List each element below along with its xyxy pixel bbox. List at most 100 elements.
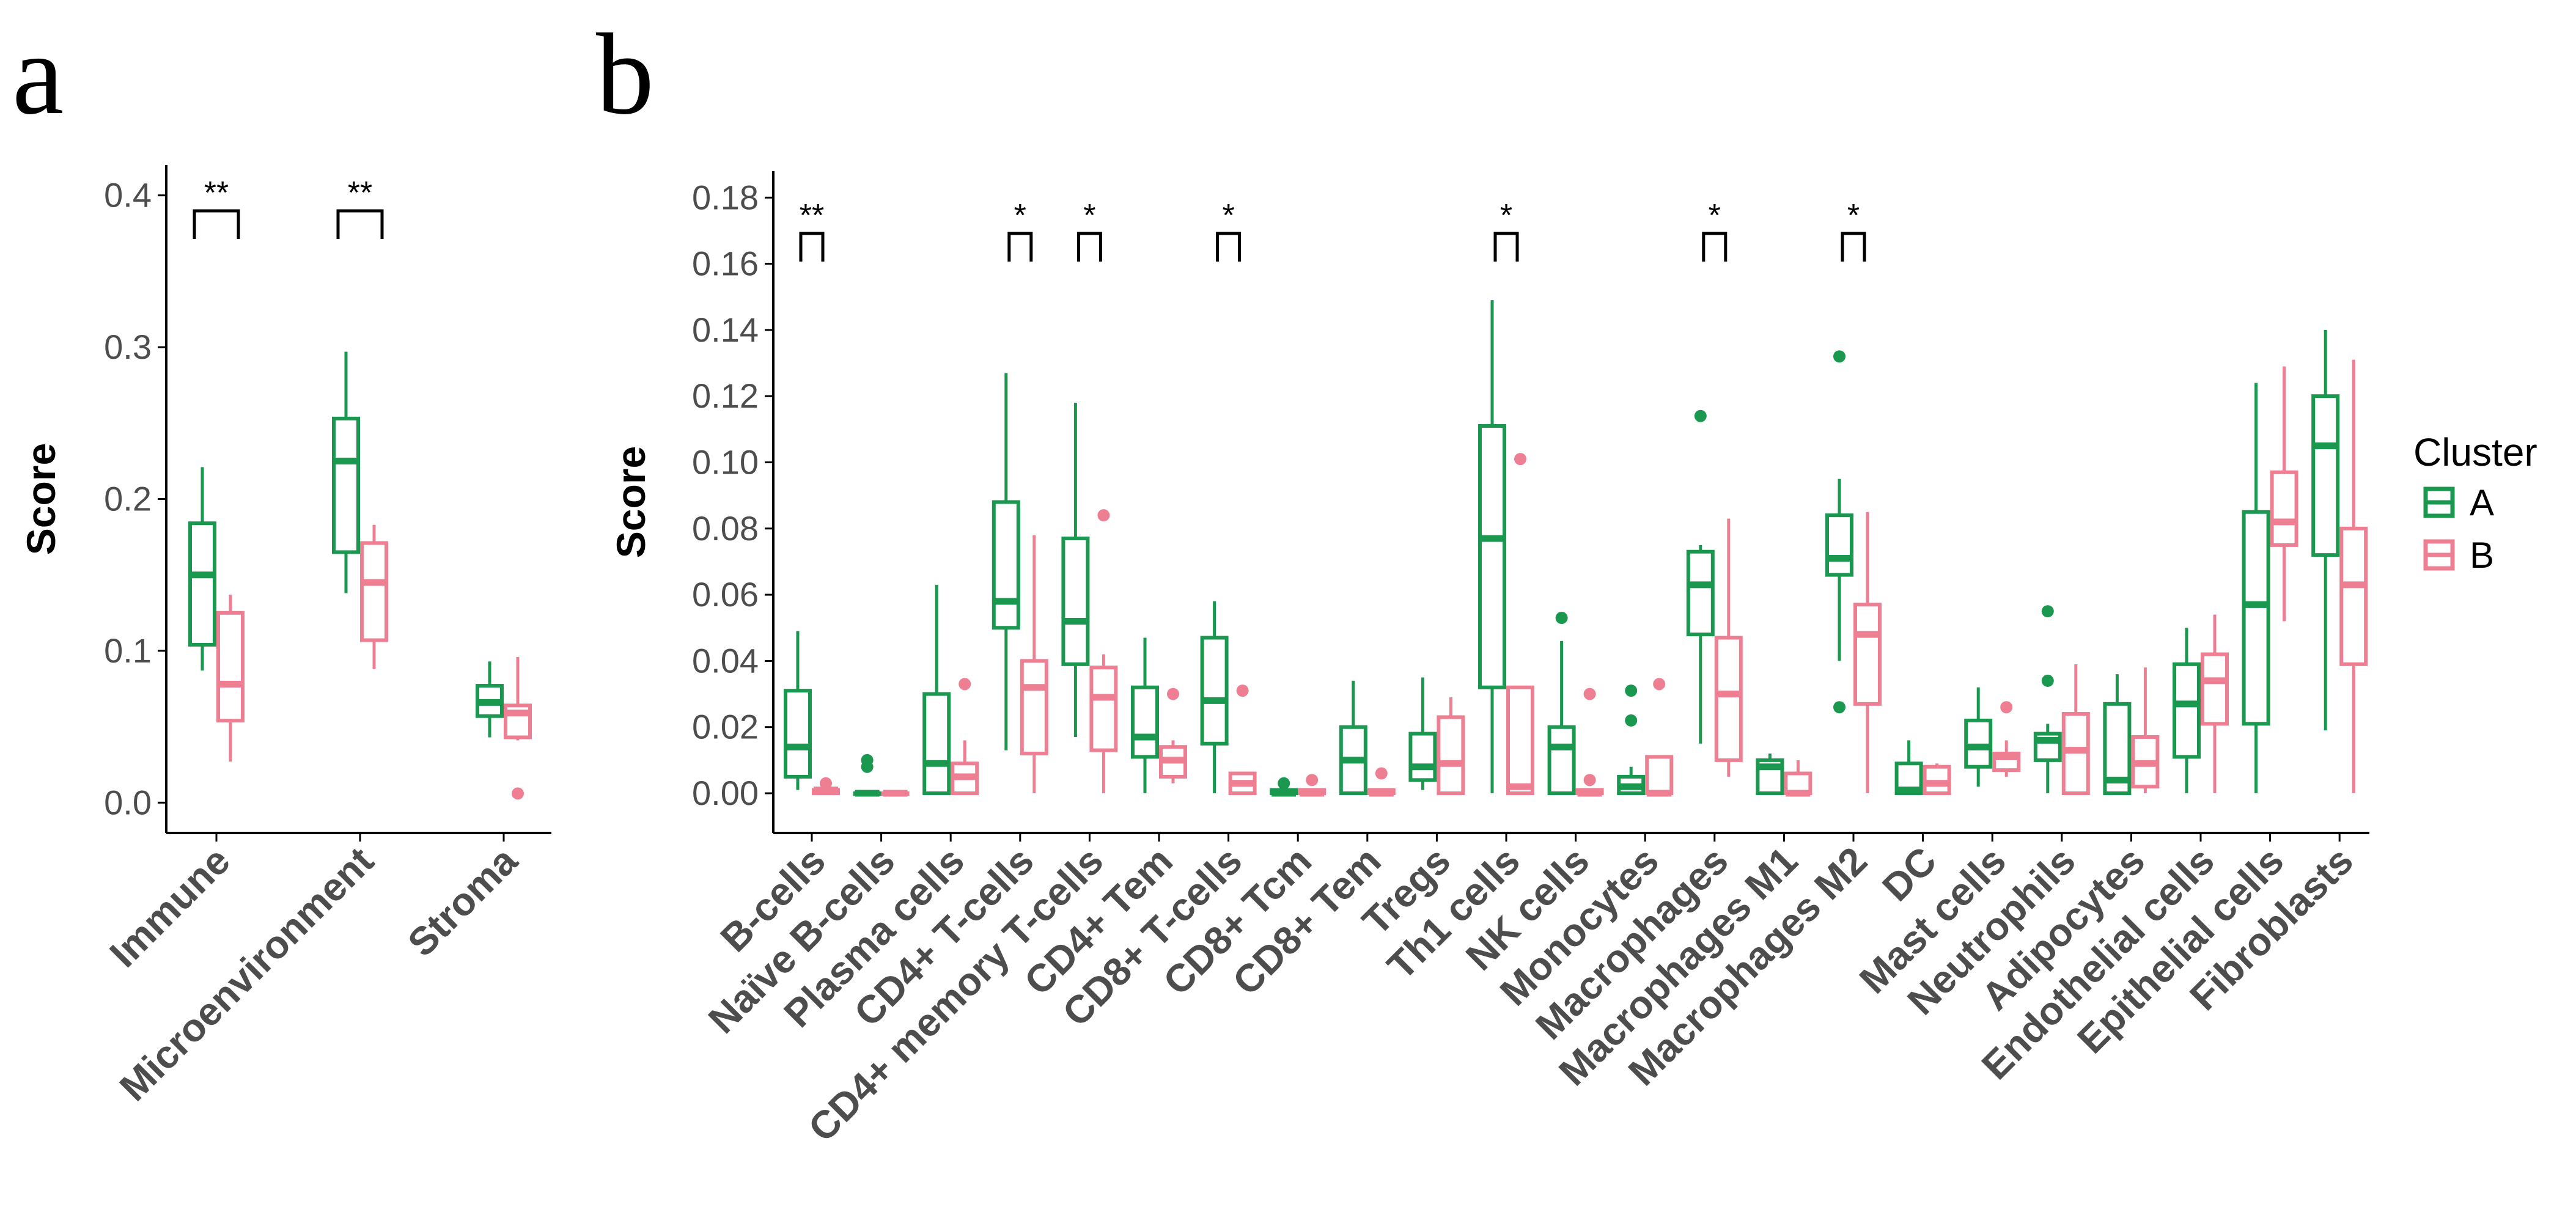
outlier-point bbox=[1583, 774, 1596, 787]
box-b bbox=[1298, 774, 1327, 797]
outlier-point bbox=[2000, 701, 2013, 714]
box-a bbox=[188, 467, 216, 671]
outlier-point bbox=[1833, 350, 1846, 363]
box-body bbox=[2311, 394, 2340, 557]
box-b bbox=[1437, 697, 1465, 796]
significance-bracket bbox=[799, 232, 825, 262]
box-b bbox=[1089, 509, 1118, 794]
box-b bbox=[1020, 535, 1048, 794]
outlier-point bbox=[1375, 767, 1388, 780]
significance-label: ** bbox=[800, 198, 824, 233]
box-body bbox=[2242, 510, 2270, 726]
box-b bbox=[812, 777, 840, 796]
box-body bbox=[922, 692, 951, 796]
panel-a-chart: 0.00.10.20.30.4ScoreImmune**Microenviron… bbox=[18, 165, 551, 1109]
box-body bbox=[1825, 513, 1853, 577]
box-body bbox=[1131, 685, 1159, 759]
box-a bbox=[992, 373, 1020, 750]
box-a bbox=[1825, 350, 1853, 714]
box-a bbox=[922, 584, 951, 796]
box-body bbox=[1506, 685, 1534, 796]
significance-marker: * bbox=[1493, 198, 1519, 262]
box-body bbox=[2173, 662, 2201, 759]
box-a bbox=[1131, 637, 1159, 794]
box-a bbox=[853, 754, 881, 797]
significance-bracket bbox=[1216, 232, 1242, 262]
significance-label: * bbox=[1709, 198, 1721, 233]
box-a bbox=[476, 661, 504, 738]
outlier-point bbox=[1694, 409, 1707, 422]
significance-marker: * bbox=[1841, 198, 1866, 262]
outlier-point bbox=[1625, 714, 1638, 727]
significance-bracket bbox=[1076, 232, 1102, 262]
significance-marker: ** bbox=[799, 198, 825, 262]
y-tick-label: 0.06 bbox=[692, 575, 759, 614]
y-tick-label: 0.08 bbox=[692, 509, 759, 548]
box-b bbox=[2131, 667, 2160, 794]
box-body bbox=[1437, 715, 1465, 796]
box-body bbox=[1061, 537, 1090, 666]
box-a bbox=[1478, 300, 1506, 794]
category-plasma-cells: Plasma cells bbox=[775, 584, 979, 1036]
significance-marker: * bbox=[1702, 198, 1728, 262]
box-b bbox=[1853, 512, 1882, 794]
box-body bbox=[1020, 659, 1048, 756]
box-a bbox=[1339, 680, 1367, 796]
box-a bbox=[332, 351, 360, 593]
y-axis-title: Score bbox=[18, 443, 64, 555]
category-microenvironment: Microenvironment ** bbox=[111, 175, 388, 1109]
x-tick-label: Microenvironment bbox=[111, 838, 382, 1109]
box-b bbox=[2270, 366, 2298, 622]
outlier-point bbox=[1167, 688, 1179, 700]
box-body bbox=[1478, 424, 1506, 689]
y-tick-label: 0.4 bbox=[104, 176, 152, 215]
significance-label: ** bbox=[204, 175, 229, 211]
box-body bbox=[784, 689, 812, 779]
y-tick-label: 0.16 bbox=[692, 244, 759, 283]
y-tick-label: 0.04 bbox=[692, 641, 759, 680]
y-tick-label: 0.18 bbox=[692, 178, 759, 216]
outlier-point bbox=[1625, 684, 1638, 697]
significance-label: * bbox=[1014, 198, 1026, 233]
y-tick-label: 0.1 bbox=[104, 631, 152, 670]
box-b bbox=[1575, 688, 1604, 797]
box-b bbox=[2061, 664, 2090, 796]
category-stroma: Stroma bbox=[399, 656, 532, 965]
outlier-point bbox=[1653, 678, 1666, 691]
box-b bbox=[1784, 760, 1812, 797]
significance-label: * bbox=[1847, 198, 1860, 233]
outlier-point bbox=[512, 787, 524, 800]
box-body bbox=[2339, 526, 2368, 666]
box-b bbox=[1367, 767, 1396, 797]
significance-label: * bbox=[1083, 198, 1095, 233]
box-a bbox=[1408, 677, 1437, 790]
box-b bbox=[951, 678, 979, 796]
box-body bbox=[992, 500, 1020, 630]
y-tick-label: 0.3 bbox=[104, 328, 152, 366]
panel-b-chart: 0.00 0.02 0.04 0.06 0.08 0.10 0.12 0.14 0.16 0.18… bbox=[608, 171, 2369, 1150]
box-b bbox=[1923, 763, 1951, 796]
box-body bbox=[216, 611, 245, 723]
significance-label: ** bbox=[348, 175, 372, 211]
box-a bbox=[2033, 605, 2062, 794]
box-b bbox=[2339, 359, 2368, 794]
box-a bbox=[1547, 612, 1576, 796]
panel-label-a: a bbox=[12, 10, 64, 139]
y-tick-label: 0.02 bbox=[692, 708, 759, 746]
y-tick-label: 0.12 bbox=[692, 376, 759, 415]
box-b bbox=[1159, 688, 1187, 783]
outlier-point bbox=[1278, 777, 1290, 790]
significance-bracket bbox=[1702, 232, 1728, 262]
box-body bbox=[2201, 652, 2229, 726]
x-tick-label: Immune bbox=[101, 838, 238, 975]
outlier-point bbox=[1097, 509, 1110, 522]
significance-label: * bbox=[1222, 198, 1234, 233]
box-a bbox=[1894, 740, 1923, 796]
significance-bracket bbox=[193, 209, 240, 239]
category-cd8-tem: CD8+ Tem bbox=[1224, 680, 1396, 1003]
box-a bbox=[2103, 674, 2132, 796]
box-a bbox=[1617, 684, 1646, 796]
box-body bbox=[188, 521, 216, 647]
box-a bbox=[1964, 687, 1993, 787]
y-tick-label: 0.14 bbox=[692, 310, 759, 349]
